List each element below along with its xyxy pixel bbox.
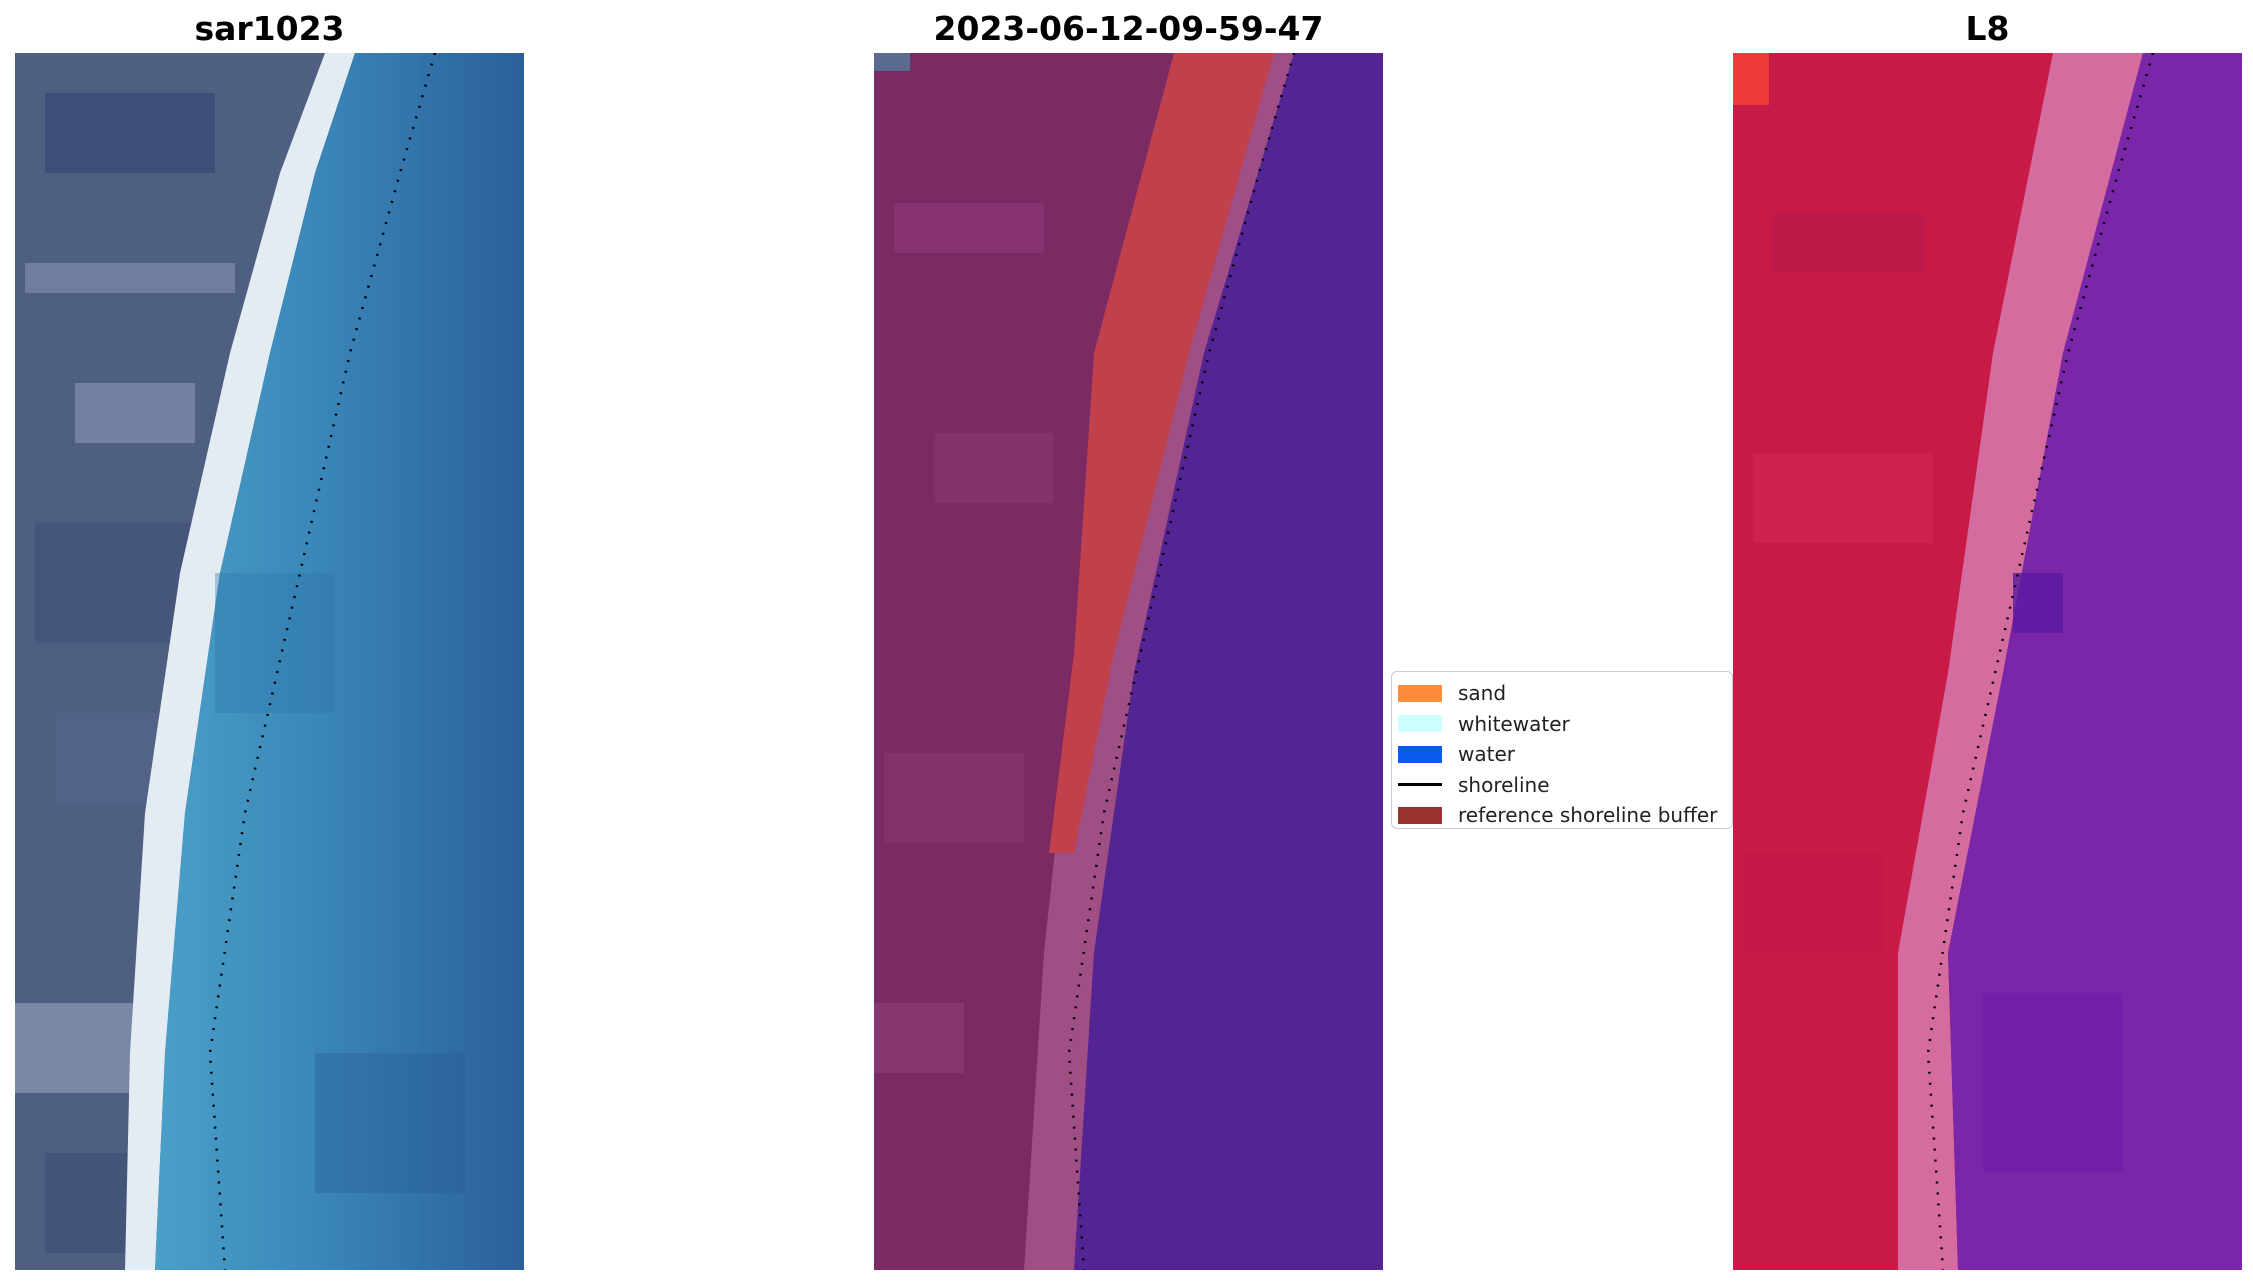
- legend-label-water: water: [1458, 742, 1515, 767]
- nir-image: [1733, 53, 2242, 1270]
- legend-item-sand: sand: [1398, 678, 1732, 709]
- rgb-image-panel: [15, 53, 524, 1270]
- legend-label-shoreline: shoreline: [1458, 772, 1550, 797]
- rgb-beach: [125, 53, 355, 1270]
- shoreline-line-swatch: [1398, 783, 1442, 787]
- legend-label-reference-buffer: reference shoreline buffer: [1458, 803, 1718, 828]
- whitewater-swatch: [1398, 715, 1442, 733]
- rgb-water: [155, 53, 524, 1270]
- legend-label-whitewater: whitewater: [1458, 711, 1570, 736]
- nir-image-panel: [1733, 53, 2242, 1270]
- panel-title-nir: L8: [1965, 9, 2010, 48]
- classified-water: [1074, 53, 1383, 1270]
- classified-image: [874, 53, 1383, 1270]
- legend: sand whitewater water shoreline referenc…: [1391, 671, 1733, 829]
- classified-edge: [1024, 53, 1294, 1270]
- sand-swatch: [1398, 684, 1442, 702]
- rgb-image: [15, 53, 524, 1270]
- legend-item-reference-buffer: reference shoreline buffer: [1398, 800, 1732, 831]
- legend-item-whitewater: whitewater: [1398, 709, 1732, 740]
- legend-label-sand: sand: [1458, 681, 1507, 706]
- classified-buffer: [1049, 53, 1274, 853]
- panel-title-rgb: sar1023: [194, 9, 345, 48]
- nir-edge: [1898, 53, 2143, 1270]
- panel-title-classified: 2023-06-12-09-59-47: [933, 9, 1324, 48]
- nir-water: [1948, 53, 2242, 1270]
- legend-item-water: water: [1398, 739, 1732, 770]
- legend-item-shoreline: shoreline: [1398, 770, 1732, 801]
- reference-buffer-swatch: [1398, 806, 1442, 824]
- classified-image-panel: [874, 53, 1383, 1270]
- water-swatch: [1398, 745, 1442, 763]
